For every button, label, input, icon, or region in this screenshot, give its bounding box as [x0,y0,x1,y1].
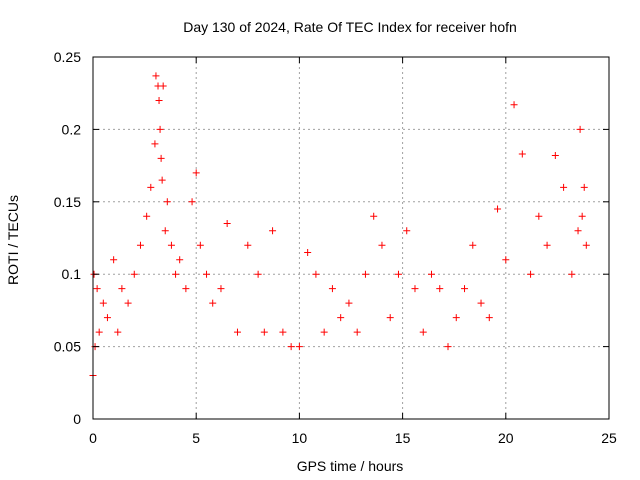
data-point [452,314,460,322]
data-point [130,270,138,278]
data-point [510,101,518,109]
y-tick-label: 0.1 [62,266,82,282]
data-point [535,212,543,220]
data-point [386,314,394,322]
data-point [182,285,190,293]
data-point [461,285,469,293]
data-point [124,299,132,307]
axis-ticks: 0 5 10 15 20 25 0 0.05 0.1 0.15 0.2 0.25 [54,49,617,446]
data-point [378,241,386,249]
data-point [159,82,167,90]
data-point [419,328,427,336]
y-tick-label: 0.05 [54,339,81,355]
data-point [568,270,576,278]
data-point [163,198,171,206]
data-point [156,125,164,133]
data-point [254,270,262,278]
data-point [295,343,303,351]
data-point [233,328,241,336]
data-point [543,241,551,249]
data-point [260,328,268,336]
data-point [304,248,312,256]
data-point [196,241,204,249]
y-axis-label: ROTI / TECUs [5,195,21,285]
data-point [427,270,435,278]
data-point [136,241,144,249]
data-point [574,227,582,235]
data-point [312,270,320,278]
data-point [394,270,402,278]
data-point [578,212,586,220]
data-points [89,72,590,380]
data-point [353,328,361,336]
data-point [118,285,126,293]
plot-frame [92,56,610,420]
data-point [361,270,369,278]
x-tick-label: 5 [192,430,200,446]
data-point [485,314,493,322]
data-point [147,183,155,191]
data-point [269,227,277,235]
data-point [287,343,295,351]
data-point [223,220,231,228]
data-point [161,227,169,235]
data-point [469,241,477,249]
data-point [172,270,180,278]
data-point [176,256,184,264]
x-tick-label: 20 [498,430,514,446]
data-point [155,96,163,104]
x-tick-label: 15 [395,430,411,446]
data-point [527,270,535,278]
data-point [444,343,452,351]
data-point [551,151,559,159]
data-point [279,328,287,336]
data-point [158,176,166,184]
data-point [152,72,160,80]
data-point [582,241,590,249]
data-point [477,299,485,307]
data-point [320,328,328,336]
data-point [244,241,252,249]
data-point [403,227,411,235]
data-point [337,314,345,322]
data-point [580,183,588,191]
data-point [518,150,526,158]
data-point [411,285,419,293]
data-point [203,270,211,278]
data-point [110,256,118,264]
data-point [436,285,444,293]
y-tick-label: 0.15 [54,194,81,210]
data-point [103,314,111,322]
data-point [93,285,101,293]
data-point [151,140,159,148]
data-point [192,169,200,177]
y-tick-label: 0.2 [62,121,82,137]
x-tick-label: 10 [292,430,308,446]
data-point [328,285,336,293]
data-point [114,328,122,336]
data-point [95,328,103,336]
x-tick-label: 25 [601,430,617,446]
x-axis-label: GPS time / hours [297,458,404,474]
data-point [370,212,378,220]
data-point [217,285,225,293]
x-tick-label: 0 [89,430,97,446]
data-point [345,299,353,307]
data-point [502,256,510,264]
data-point [157,154,165,162]
data-point [99,299,107,307]
data-point [560,183,568,191]
data-point [494,205,502,213]
data-point [167,241,175,249]
data-point [576,125,584,133]
data-point [209,299,217,307]
y-tick-label: 0 [73,411,81,427]
data-point [143,212,151,220]
chart-title: Day 130 of 2024, Rate Of TEC Index for r… [183,19,517,35]
grid-lines [93,57,609,419]
y-tick-label: 0.25 [54,49,81,65]
data-point [188,198,196,206]
